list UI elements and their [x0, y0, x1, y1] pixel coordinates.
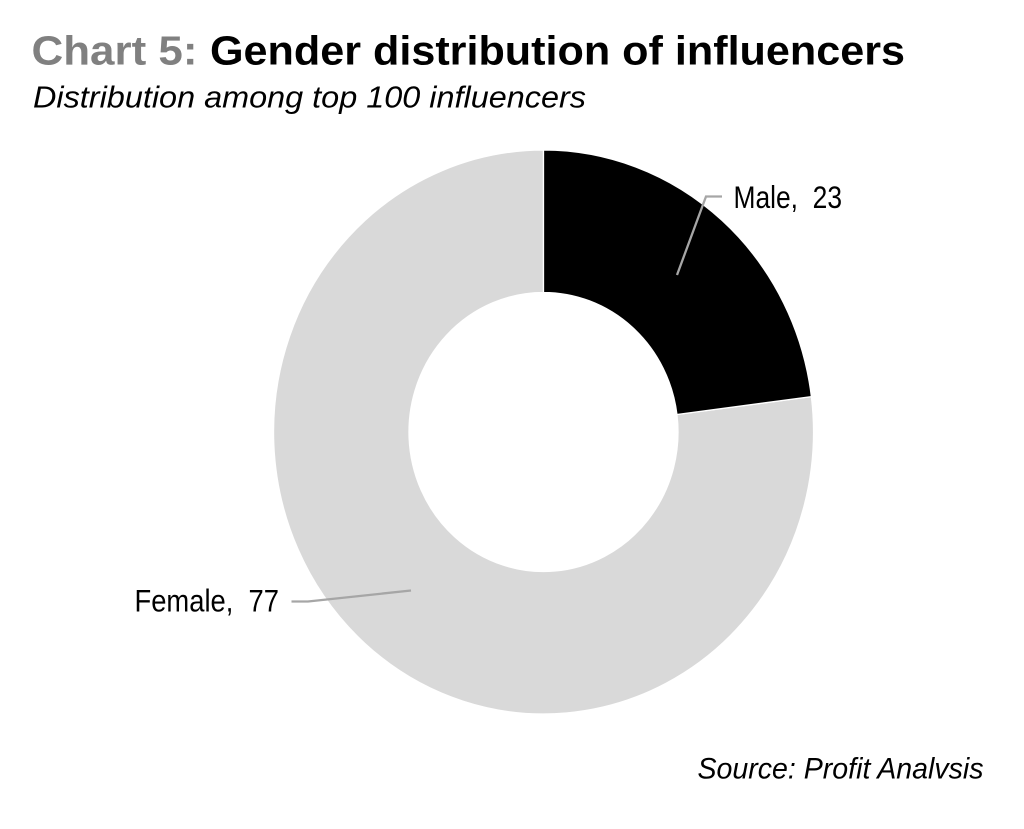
svg-text:Source: Profit Analvsis: Source: Profit Analvsis — [698, 753, 984, 786]
svg-text:Female, 77: Female, 77 — [135, 583, 280, 619]
svg-text:Distribution among top 100 inf: Distribution among top 100 influencers — [33, 80, 586, 115]
svg-text:Male, 23: Male, 23 — [734, 179, 843, 215]
svg-text:Chart 5:Gender distribution of: Chart 5: Gender distribution of influence… — [32, 28, 906, 74]
